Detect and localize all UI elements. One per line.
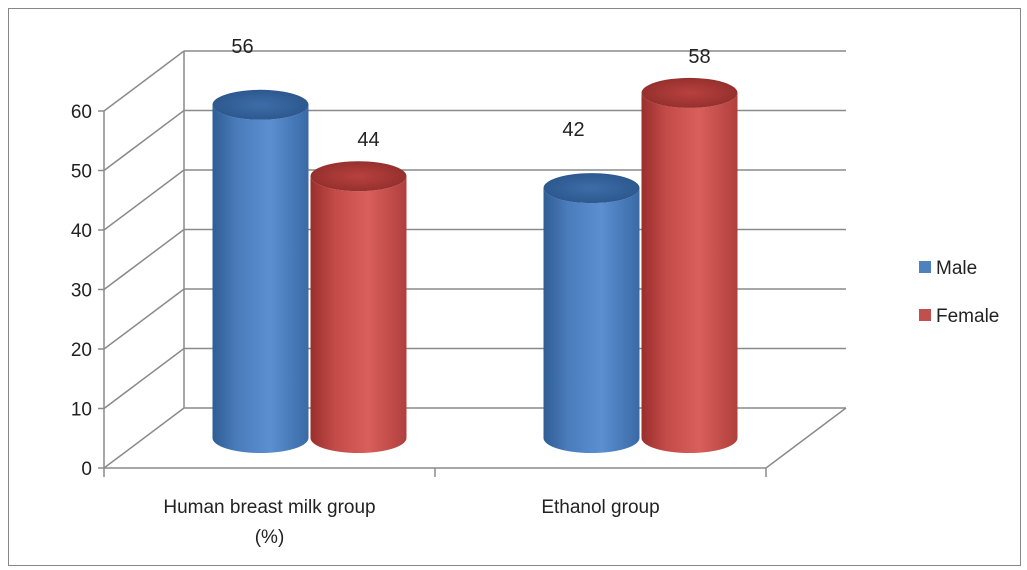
wall-gridline bbox=[103, 169, 185, 231]
wall-gridline bbox=[103, 50, 185, 112]
x-category-label: (%) bbox=[255, 527, 285, 548]
y-tick-label: 50 bbox=[71, 162, 92, 183]
y-tick-label: 0 bbox=[81, 459, 92, 480]
x-category-label: Ethanol group bbox=[541, 497, 659, 518]
bar-female-0 bbox=[310, 161, 407, 453]
bar-male-0 bbox=[212, 89, 309, 454]
bar-body bbox=[310, 176, 407, 453]
bar-top bbox=[641, 77, 738, 108]
bar-body bbox=[543, 188, 640, 453]
y-tick-label: 60 bbox=[71, 102, 92, 123]
bars-layer bbox=[212, 77, 738, 454]
bar-body bbox=[641, 92, 738, 454]
data-label: 58 bbox=[688, 46, 710, 68]
wall-gridline bbox=[103, 347, 185, 410]
legend-swatch-male bbox=[919, 261, 931, 273]
wall-gridline bbox=[103, 109, 185, 172]
data-label: 56 bbox=[231, 36, 253, 58]
wall-gridline bbox=[103, 407, 185, 469]
data-label: 44 bbox=[357, 129, 379, 151]
axis-layer: 0 10 20 30 40 50 60 Human breast milk group (%) E… bbox=[71, 102, 767, 548]
bar-top bbox=[310, 161, 407, 192]
bar-body bbox=[212, 104, 309, 454]
bar-top bbox=[212, 89, 309, 120]
wall-gridline bbox=[103, 228, 185, 291]
bar-female-1 bbox=[641, 77, 738, 454]
bar-male-1 bbox=[543, 173, 640, 453]
data-label: 42 bbox=[562, 119, 584, 141]
legend: Male Female bbox=[919, 258, 999, 327]
x-category-label: Human breast milk group bbox=[163, 497, 375, 518]
legend-label-male: Male bbox=[936, 258, 977, 279]
bar-top bbox=[543, 173, 640, 204]
legend-label-female: Female bbox=[936, 306, 999, 327]
y-tick-label: 40 bbox=[71, 221, 92, 242]
chart-frame bbox=[8, 8, 1021, 566]
floor-side-edge bbox=[765, 407, 847, 469]
y-tick-label: 10 bbox=[71, 400, 92, 421]
wall-gridline bbox=[103, 288, 185, 350]
y-tick-label: 30 bbox=[71, 281, 92, 302]
labels-layer: 56 44 42 58 bbox=[231, 36, 710, 151]
legend-swatch-female bbox=[919, 309, 931, 321]
y-tick-label: 20 bbox=[71, 340, 92, 361]
